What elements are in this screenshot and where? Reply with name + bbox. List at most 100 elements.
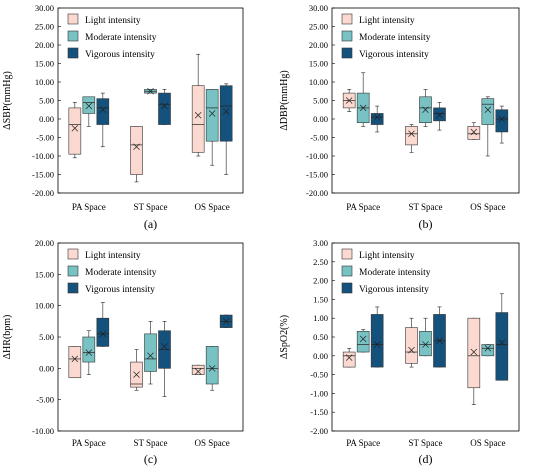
- legend-swatch-light: [67, 248, 79, 260]
- box-moderate-3: [481, 96, 495, 157]
- box-body: [481, 344, 495, 357]
- y-tick-label: 0.00: [313, 351, 328, 361]
- box-vigorous-1: [96, 92, 110, 148]
- chart-panel-1: -20.00 -15.00 -10.00 -5.00 0.00 5.00 10.00 15.0…: [2, 3, 244, 231]
- y-tick-label: 10.00: [35, 301, 54, 311]
- y-tick-label: 5.00: [39, 332, 54, 342]
- box-mean-marker: [194, 112, 202, 119]
- box-mean-marker: [133, 371, 140, 378]
- box-moderate-1: [356, 72, 370, 127]
- x-category-label: OS Space: [195, 438, 230, 448]
- box-mean-marker: [222, 318, 230, 325]
- box-vigorous-3: [495, 293, 509, 381]
- box-moderate-2: [419, 89, 432, 127]
- box-vigorous-2: [433, 102, 446, 131]
- y-tick-label: 25.00: [309, 22, 328, 32]
- legend-label: Moderate intensity: [359, 268, 431, 278]
- box-vigorous-1: [370, 105, 384, 133]
- y-tick-label: -5.00: [36, 395, 54, 405]
- y-tick-label: 2.00: [313, 276, 328, 286]
- y-tick-label: 10.00: [35, 77, 54, 87]
- box-body: [158, 92, 171, 125]
- box-vigorous-3: [219, 314, 233, 328]
- box-light-1: [342, 89, 356, 112]
- legend-swatch-vigorous: [67, 47, 79, 59]
- box-light-3: [191, 53, 205, 157]
- box-body: [370, 314, 384, 368]
- box-mean-marker: [71, 355, 79, 363]
- box-mean-marker: [222, 108, 230, 115]
- y-tick-label: 25.00: [35, 22, 54, 32]
- legend-label: Moderate intensity: [359, 33, 431, 43]
- box-moderate-2: [144, 321, 157, 385]
- box-body: [82, 96, 96, 114]
- box-body: [68, 346, 82, 379]
- box-light-1: [68, 102, 82, 159]
- box-body: [495, 109, 509, 133]
- y-tick-label: 10.00: [309, 77, 328, 87]
- y-tick-label: -10.00: [32, 151, 54, 161]
- box-mean-marker: [99, 106, 107, 113]
- box-mean-marker: [208, 365, 216, 372]
- chart-panel-2: -20.00 -15.00 -10.00 -5.00 0.00 5.00 10.00 15.0…: [279, 3, 520, 231]
- y-tick-label: -0.50: [310, 370, 328, 380]
- y-tick-label: 2.50: [313, 257, 328, 267]
- box-body: [68, 107, 82, 155]
- box-mean-marker: [208, 110, 216, 117]
- box-vigorous-3: [219, 83, 233, 175]
- legend-swatch-light: [341, 248, 353, 260]
- box-moderate-2: [144, 88, 157, 95]
- box-light-3: [467, 122, 481, 140]
- y-tick-label: 3.00: [313, 238, 328, 248]
- legend-swatch-vigorous: [341, 47, 353, 59]
- box-body: [130, 126, 143, 175]
- y-axis-label: ΔDBP(mmHg): [279, 70, 290, 130]
- legend-label: Light intensity: [85, 16, 141, 26]
- box-light-1: [342, 347, 356, 368]
- x-category-label: PA Space: [72, 438, 106, 448]
- legend-label: Moderate intensity: [85, 33, 157, 43]
- box-body: [495, 312, 509, 381]
- y-tick-label: 1.50: [313, 294, 328, 304]
- box-light-2: [130, 126, 143, 183]
- legend: Light intensity Moderate intensity Vigorou…: [67, 13, 157, 60]
- box-moderate-1: [82, 96, 96, 127]
- box-body: [419, 331, 432, 357]
- box-body: [370, 113, 384, 125]
- legend-swatch-light: [67, 13, 79, 25]
- box-mean-marker: [422, 341, 429, 348]
- legend-label: Light intensity: [359, 251, 415, 261]
- x-category-label: OS Space: [470, 202, 505, 212]
- box-mean-marker: [422, 106, 429, 113]
- y-tick-label: -1.50: [310, 407, 328, 417]
- y-tick-label: -10.00: [306, 151, 328, 161]
- y-tick-label: 5.00: [313, 96, 328, 106]
- box-body: [96, 317, 110, 347]
- box-light-1: [68, 346, 82, 379]
- legend-swatch-vigorous: [341, 282, 353, 294]
- legend-label: Vigorous intensity: [359, 285, 429, 295]
- legend-label: Light intensity: [359, 16, 415, 26]
- box-mean-marker: [147, 352, 154, 360]
- box-mean-marker: [99, 330, 107, 338]
- box-body: [191, 85, 205, 153]
- y-tick-label: 15.00: [35, 269, 54, 279]
- box-light-3: [191, 364, 205, 375]
- box-mean-marker: [71, 125, 79, 132]
- y-axis-label: ΔSpO2(%): [279, 315, 290, 359]
- chart-panel-3: -10.00 -5.00 0.00 5.00 10.00 15.00 20.00 ΔHR(bp…: [2, 238, 244, 466]
- box-light-2: [405, 317, 418, 368]
- x-category-label: PA Space: [346, 438, 380, 448]
- box-vigorous-1: [96, 302, 110, 347]
- legend-swatch-moderate: [67, 30, 79, 42]
- box-body: [405, 126, 418, 146]
- box-mean-marker: [345, 354, 353, 361]
- y-tick-label: -5.00: [36, 133, 54, 143]
- box-body: [205, 89, 219, 142]
- box-mean-marker: [345, 97, 353, 104]
- box-body: [205, 346, 219, 385]
- legend-swatch-moderate: [341, 30, 353, 42]
- box-mean-marker: [85, 349, 93, 356]
- y-tick-label: 0.50: [313, 332, 328, 342]
- box-body: [82, 336, 96, 363]
